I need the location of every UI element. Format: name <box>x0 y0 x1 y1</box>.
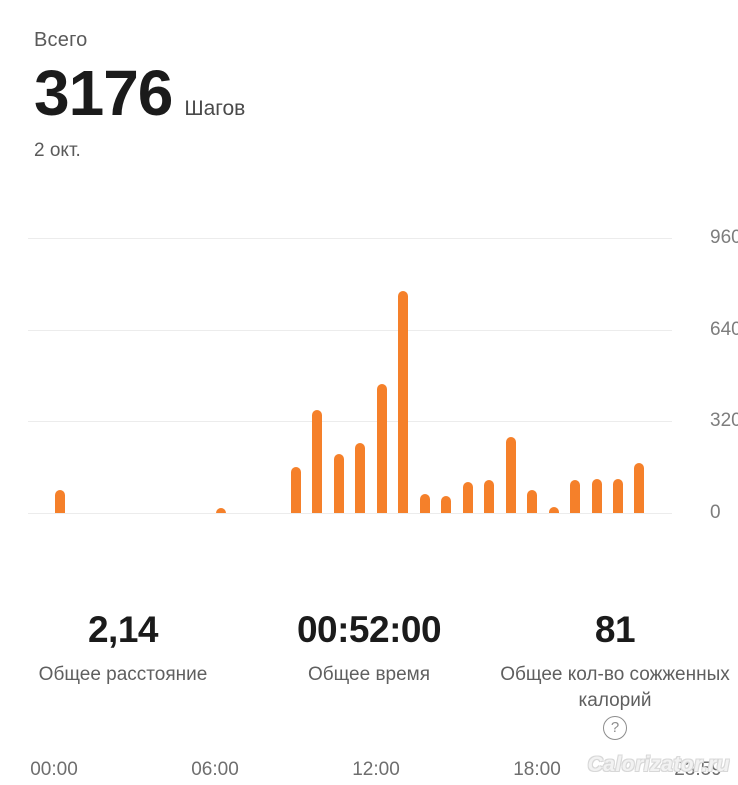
x-axis-tick-label: 12:00 <box>352 759 400 780</box>
steps-unit-label: Шагов <box>184 97 246 120</box>
chart-bar <box>570 480 581 513</box>
chart-bar <box>505 437 516 513</box>
gridline <box>28 513 672 514</box>
steps-value: 3176 <box>34 57 173 129</box>
stat-distance-label: Общее расстояние <box>38 664 208 685</box>
steps-row: 3176 Шагов <box>34 60 694 126</box>
chart-plot-area: 0 320 640 960 00:00 06:00 12:00 18:00 23:59 <box>28 228 738 780</box>
stat-calories: 81 Общее кол-во сожженных калорий ? <box>492 608 738 740</box>
chart-bar <box>548 506 559 513</box>
chart-bar <box>54 490 65 513</box>
chart-bar <box>419 494 430 513</box>
y-axis-tick-label: 320 <box>710 410 738 432</box>
date-label: 2 окт. <box>34 140 81 161</box>
stat-time-value: 00:52:00 <box>296 609 442 650</box>
gridline <box>28 329 672 331</box>
summary-header: Всего 3176 Шагов 2 окт. <box>34 28 694 162</box>
total-label: Всего <box>34 29 88 51</box>
stat-calories-value: 81 <box>594 609 636 650</box>
chart-bar <box>376 384 387 513</box>
chart-bar <box>527 490 538 513</box>
chart-bar <box>634 462 645 513</box>
y-axis-tick-label: 640 <box>710 318 738 340</box>
y-axis-tick-label: 0 <box>710 502 721 523</box>
chart-bar <box>355 442 366 513</box>
stat-time-label: Общее время <box>307 664 431 685</box>
gridline <box>28 421 672 423</box>
x-axis-tick-label: 06:00 <box>191 759 239 780</box>
chart-bar <box>612 478 623 513</box>
stat-distance-value: 2,14 <box>87 609 159 650</box>
stat-distance: 2,14 Общее расстояние <box>0 608 246 740</box>
gridline <box>28 238 672 239</box>
x-axis-tick-label: 00:00 <box>30 759 78 780</box>
stat-calories-label: Общее кол-во сожженных калорий <box>500 664 730 711</box>
chart-bar <box>215 508 226 513</box>
watermark: Calorizator.ru <box>587 753 730 776</box>
y-axis-tick-label: 960 <box>710 227 738 248</box>
help-icon[interactable]: ? <box>603 716 627 740</box>
chart-bar <box>591 478 602 513</box>
chart-bar <box>441 495 452 513</box>
summary-stats-row: 2,14 Общее расстояние 00:52:00 Общее вре… <box>0 608 738 740</box>
stat-time: 00:52:00 Общее время <box>246 608 492 740</box>
chart-bar <box>312 409 323 513</box>
x-axis-tick-label: 18:00 <box>513 759 561 780</box>
chart-bar <box>484 480 495 513</box>
chart-bar <box>333 454 344 513</box>
chart-bar <box>398 291 409 513</box>
chart-bar <box>290 467 301 513</box>
chart-bar <box>462 481 473 513</box>
